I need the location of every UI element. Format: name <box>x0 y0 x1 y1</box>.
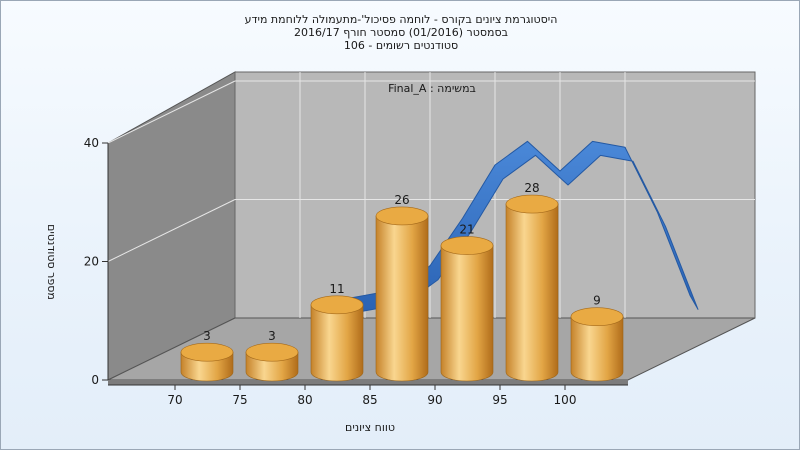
base-edge <box>108 380 628 385</box>
grid-line-side <box>107 80 236 144</box>
x-axis-label: טווח ציונים <box>345 421 395 434</box>
bar-body <box>505 203 559 382</box>
y-tick-label: 20 <box>84 255 99 269</box>
chart-title-line-3: סטודנטים רשומים - 106 <box>343 39 459 52</box>
bar-body <box>570 316 624 382</box>
bar <box>375 206 429 382</box>
bar-value-label: 3 <box>203 329 211 343</box>
x-tick-label: 80 <box>297 393 312 407</box>
bar-body <box>375 215 429 382</box>
bar-top <box>180 342 234 362</box>
bar <box>570 307 624 382</box>
y-tick-label: 40 <box>84 136 99 150</box>
x-tick-label: 75 <box>232 393 247 407</box>
bar-top <box>375 206 429 226</box>
y-axis-label: מספר סטודנטים <box>45 224 58 300</box>
x-tick-labels: 70 75 80 85 90 95 100 <box>167 393 576 407</box>
y-tick-labels: 0 20 40 <box>84 136 99 387</box>
y-tick-label: 0 <box>91 373 99 387</box>
data-labels: 3 3 11 26 21 28 9 <box>203 181 601 343</box>
bar-value-label: 28 <box>524 181 539 195</box>
x-tick-label: 85 <box>362 393 377 407</box>
x-tick-label: 70 <box>167 393 182 407</box>
x-tick-label: 90 <box>427 393 442 407</box>
bar <box>180 342 234 382</box>
bar-top <box>570 307 624 326</box>
bar <box>505 194 559 382</box>
grid-lines <box>107 72 755 318</box>
bar-top <box>505 194 559 214</box>
axes <box>102 142 628 390</box>
bar-value-label: 3 <box>268 329 276 343</box>
bar-body <box>440 245 494 382</box>
bar-top <box>310 295 364 315</box>
bar <box>440 236 494 382</box>
bar-value-label: 11 <box>329 282 344 296</box>
bar-top <box>245 342 299 362</box>
bar <box>245 342 299 382</box>
x-tick-label: 95 <box>492 393 507 407</box>
bar <box>310 295 364 382</box>
bar-value-label: 21 <box>459 223 474 237</box>
bar-value-label: 26 <box>394 193 409 207</box>
grid-line-side <box>107 199 236 262</box>
bars <box>180 194 624 382</box>
chart-subtitle: במשימה : Final_A <box>388 82 476 95</box>
chart-title-line-1: היסטוגרמת ציונים בקורס - לוחמה פסיכול'-מ… <box>244 13 558 26</box>
bar-value-label: 9 <box>593 294 601 308</box>
bar-top <box>440 236 494 255</box>
chart-title-line-2: בסמסטר (01/2016) סמסטר חורף 2016/17 <box>294 26 508 39</box>
bar-body <box>310 304 364 382</box>
x-tick-label: 100 <box>554 393 577 407</box>
